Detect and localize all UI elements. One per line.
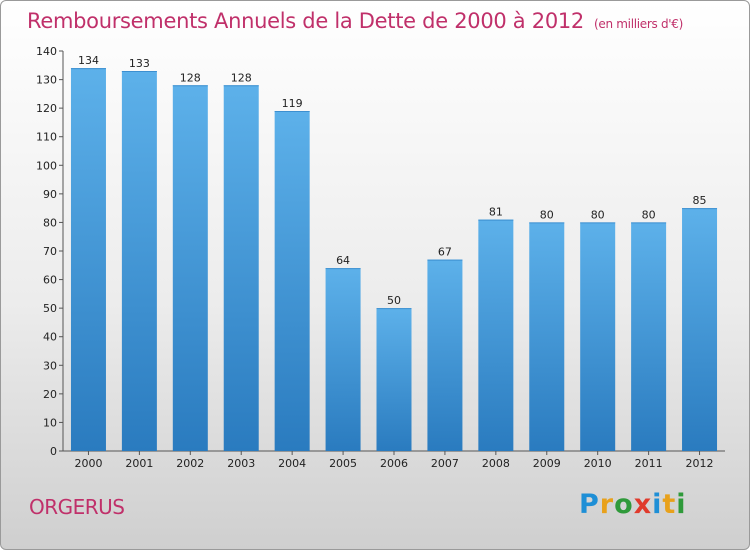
y-tick-label: 120	[36, 102, 57, 115]
x-tick-label: 2011	[635, 457, 663, 470]
chart-title: Remboursements Annuels de la Dette de 20…	[27, 9, 683, 33]
bar	[529, 222, 565, 451]
bar	[121, 71, 157, 451]
chart-title-text: Remboursements Annuels de la Dette de 20…	[27, 9, 584, 33]
x-tick-label: 2002	[176, 457, 204, 470]
y-tick-label: 10	[43, 416, 57, 429]
bar-value-label: 128	[231, 71, 252, 84]
x-tick-label: 2009	[533, 457, 561, 470]
bar	[478, 219, 514, 451]
chart-unit: (en milliers d'€)	[594, 17, 684, 31]
bar-value-label: 85	[693, 194, 707, 207]
y-tick-label: 70	[43, 245, 57, 258]
bar-value-label: 133	[129, 57, 150, 70]
y-tick-label: 80	[43, 216, 57, 229]
x-tick-label: 2000	[74, 457, 102, 470]
bar	[70, 68, 106, 452]
x-tick-label: 2007	[431, 457, 459, 470]
y-tick-label: 0	[50, 445, 57, 458]
y-tick-label: 50	[43, 302, 57, 315]
bar-value-label: 50	[387, 294, 401, 307]
x-tick-label: 2010	[584, 457, 612, 470]
bar-value-label: 80	[642, 208, 656, 221]
y-tick-label: 100	[36, 159, 57, 172]
proxiti-logo: Proxiti	[579, 489, 687, 520]
y-tick-label: 140	[36, 45, 57, 58]
bar	[376, 308, 412, 451]
x-tick-label: 2001	[125, 457, 153, 470]
place-name: ORGERUS	[29, 495, 125, 519]
x-tick-label: 2004	[278, 457, 306, 470]
bar-value-label: 119	[282, 97, 303, 110]
bar	[223, 85, 259, 452]
bar-value-label: 80	[540, 208, 554, 221]
bar-value-label: 80	[591, 208, 605, 221]
y-tick-label: 40	[43, 331, 57, 344]
y-tick-label: 130	[36, 74, 57, 87]
x-tick-label: 2003	[227, 457, 255, 470]
y-tick-label: 90	[43, 188, 57, 201]
x-tick-label: 2008	[482, 457, 510, 470]
bar-value-label: 67	[438, 246, 452, 259]
bar	[172, 85, 208, 452]
bar-value-label: 134	[78, 54, 99, 67]
y-tick-label: 20	[43, 388, 57, 401]
bar	[325, 268, 361, 451]
bar	[427, 259, 463, 451]
bar	[274, 111, 310, 451]
bar	[631, 222, 667, 451]
y-tick-label: 60	[43, 274, 57, 287]
bar	[682, 208, 718, 451]
bar-value-label: 81	[489, 206, 503, 219]
bar-value-label: 64	[336, 254, 350, 267]
bar	[580, 222, 616, 451]
x-tick-label: 2006	[380, 457, 408, 470]
y-tick-label: 110	[36, 131, 57, 144]
y-tick-label: 30	[43, 359, 57, 372]
bar-value-label: 128	[180, 71, 201, 84]
x-tick-label: 2005	[329, 457, 357, 470]
x-tick-label: 2012	[686, 457, 714, 470]
